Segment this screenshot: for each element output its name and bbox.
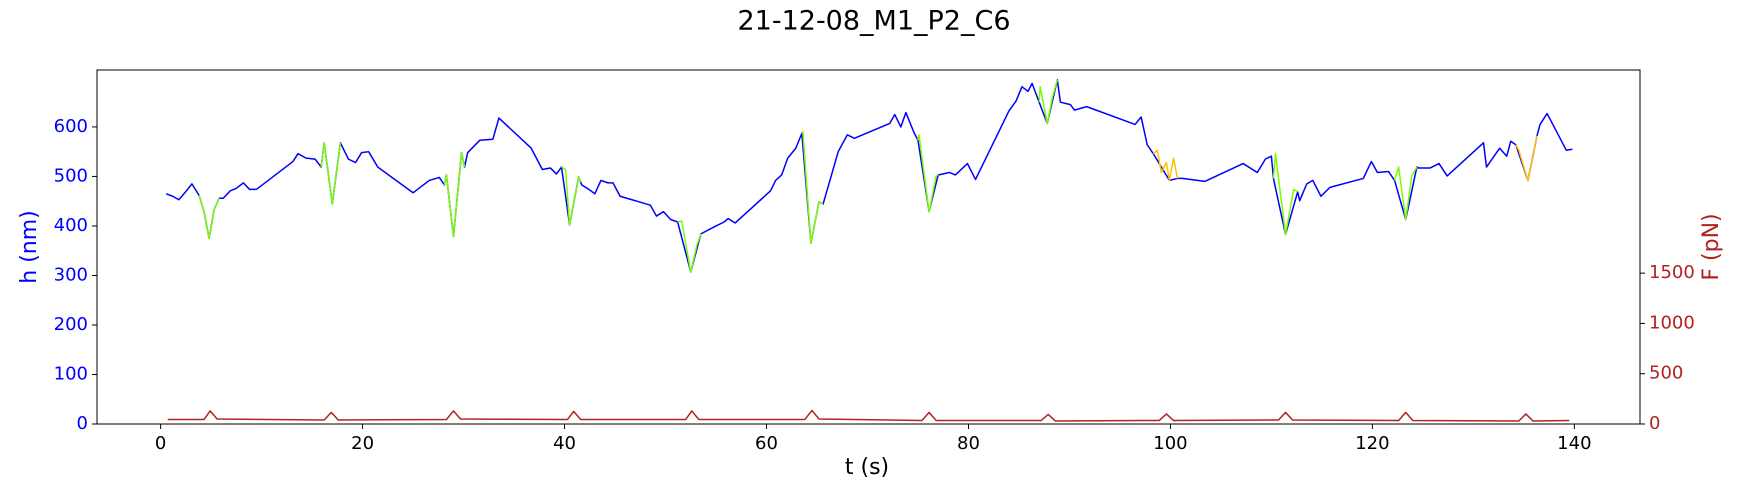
x-axis-label: t (s) [845, 455, 889, 480]
y-tick-label: 100 [54, 363, 88, 384]
y2-axis-label: F (pN) [1699, 213, 1724, 280]
x-tick-label: 140 [1557, 433, 1591, 454]
x-tick-label: 20 [351, 433, 374, 454]
x-tick-label: 60 [755, 433, 778, 454]
y2-tick-label: 0 [1649, 413, 1660, 434]
chart-title: 21-12-08_M1_P2_C6 [737, 6, 1010, 37]
x-tick-label: 120 [1355, 433, 1389, 454]
x-tick-label: 80 [957, 433, 980, 454]
y-tick-label: 300 [54, 264, 88, 285]
y2-tick-label: 500 [1649, 363, 1683, 384]
y2-tick-label: 1000 [1649, 312, 1695, 333]
plot-frame [96, 69, 1641, 425]
x-tick-label: 0 [155, 433, 166, 454]
y-axis-label: h (nm) [17, 210, 42, 283]
data-line [167, 409, 1570, 422]
y-tick-label: 500 [54, 165, 88, 186]
y-tick-label: 0 [77, 413, 88, 434]
data-line [198, 79, 1418, 273]
y-tick-label: 200 [54, 314, 88, 335]
y2-tick-label: 1500 [1649, 262, 1695, 283]
data-line [1152, 135, 1538, 182]
x-tick-label: 100 [1153, 433, 1187, 454]
y-tick-label: 400 [54, 215, 88, 236]
x-tick-label: 40 [553, 433, 576, 454]
data-line [165, 79, 1573, 273]
y-tick-label: 600 [54, 116, 88, 137]
